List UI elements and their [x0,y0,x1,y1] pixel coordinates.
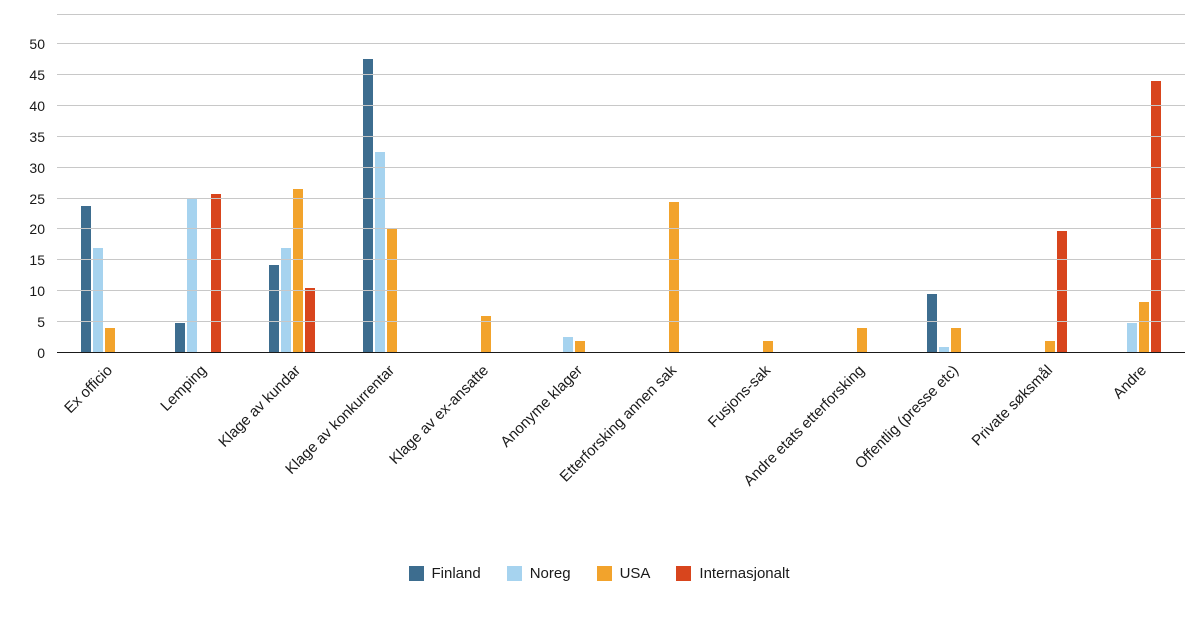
legend-item: Finland [408,565,481,582]
legend-label: Finland [431,565,481,582]
bar-usa [857,328,867,353]
bar-finland [269,264,279,353]
gridline [57,73,1185,75]
bar-usa [669,201,679,353]
bar-noreg [281,247,291,353]
bar-noreg [93,247,103,353]
gridline [57,104,1185,106]
y-tick-label: 50 [29,36,45,52]
bar-group [433,15,527,353]
bar-internasjonalt [305,288,315,353]
y-tick-label: 45 [29,66,45,83]
x-axis-labels: Ex officio Lemping Klage av kundar Klage av… [57,358,1185,554]
y-tick-label: 25 [29,190,45,207]
x-axis-label: Offentlig (presse etc) [851,362,963,473]
legend-label: USA [619,565,651,582]
x-axis-line [57,352,1185,353]
bar-finland [363,58,373,353]
bar-group [57,15,151,353]
bar-group [527,15,621,353]
bar-group [339,15,433,353]
legend-item: Noreg [506,565,571,582]
legend-swatch [676,566,692,581]
legend-label: Internasjonalt [699,565,790,582]
bar-usa [1139,302,1149,353]
bar-noreg [375,152,385,353]
bar-usa [481,315,491,353]
legend-swatch [596,566,612,581]
x-axis-label: Andre [1109,362,1151,403]
bar-noreg [563,336,573,353]
x-axis-label: Etterforsking annen sak [556,362,681,486]
bar-internasjonalt [211,194,221,353]
plot-area: 0 5 10 15 20 25 30 35 40 45 50 [29,14,1185,360]
bar-usa [105,328,115,353]
x-axis-label: Klage av kundar [215,362,305,451]
bar-usa [293,189,303,353]
legend-swatch [506,566,522,581]
bar-usa [575,340,585,353]
x-axis-label: Anonyme klager [497,362,587,451]
bar-usa [763,340,773,353]
bar-group [809,15,903,353]
bar-group [997,15,1091,353]
gridline [57,197,1185,199]
legend-item: Internasjonalt [676,565,789,582]
y-tick-label: 30 [29,159,45,176]
gridline [57,321,1185,323]
y-tick-label: 10 [29,283,45,300]
bar-group [1091,15,1185,353]
gridline [57,228,1185,230]
gridline [57,135,1185,137]
y-tick-label: 5 [37,314,45,331]
bar-internasjonalt [1057,231,1067,353]
gridline [57,43,1185,44]
x-axis-label: Andre etats etterforsking [740,362,869,490]
bar-internasjonalt [1151,81,1161,353]
x-axis-label: Lemping [157,362,211,415]
legend-label: Noreg [529,565,571,582]
x-axis-label: Private søksmål [968,362,1057,450]
x-axis-label: Fusjons-sak [704,362,775,432]
legend-item: USA [596,565,651,582]
bar-group [151,15,245,353]
bar-group [903,15,997,353]
bar-group [245,15,339,353]
bar-noreg [1127,322,1137,353]
legend-swatch [408,566,424,581]
y-tick-label: 35 [29,128,45,145]
x-axis-label: Klage av ex-ansatte [386,362,493,468]
x-axis-label: Klage av konkurrentar [282,362,399,478]
gridline [57,259,1185,261]
bar-groups [57,15,1185,353]
bar-finland [175,322,185,353]
y-tick-label: 15 [29,252,45,269]
gridline [57,290,1185,292]
bar-finland [927,294,937,353]
bar-usa [1045,340,1055,353]
bar-noreg [187,198,197,353]
bar-group [715,15,809,353]
gridline [57,166,1185,168]
bar-group [621,15,715,353]
y-tick-label: 20 [29,221,45,238]
legend: Finland Noreg USA Internasjonalt [0,565,1198,582]
y-tick-label: 40 [29,97,45,114]
bar-noreg [939,346,949,353]
bar-usa [951,328,961,353]
y-tick-label: 0 [37,345,45,361]
bar-finland [81,205,91,353]
